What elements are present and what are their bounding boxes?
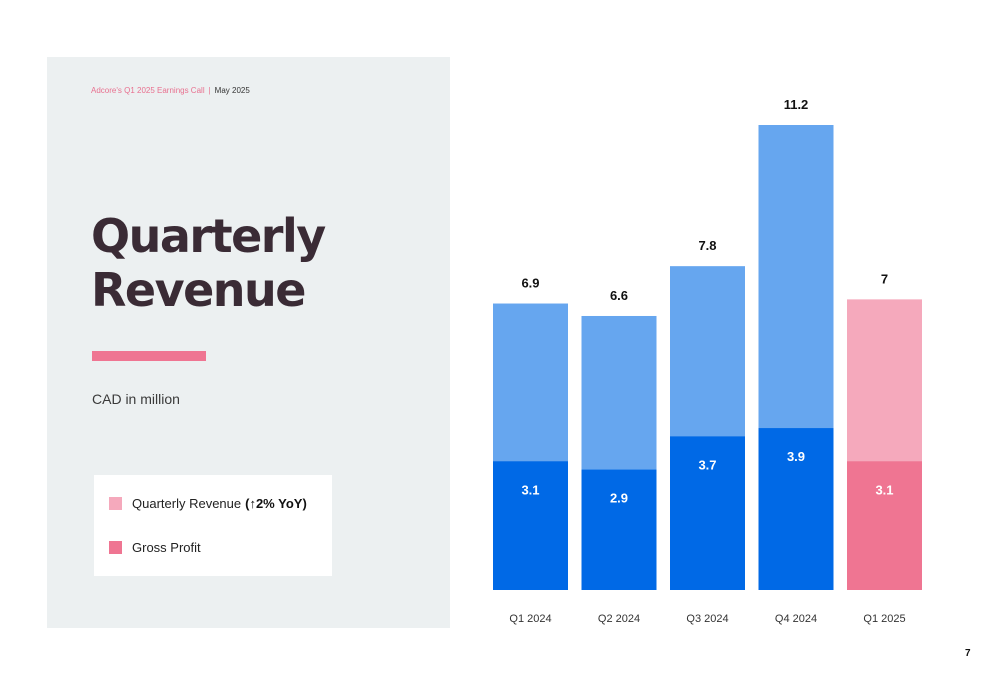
page-number: 7 [965, 648, 971, 659]
header-line: Adcore's Q1 2025 Earnings Call | May 2025 [91, 86, 250, 95]
page-title: Quarterly Revenue [91, 209, 326, 317]
revenue-bar-chart: 6.9 3.1 Q1 2024 6.6 2.9 Q2 2024 7.8 3.7 Q3 2024 1… [493, 97, 922, 625]
revenue-data-label-q4-2024: 11.2 [784, 97, 809, 112]
gross-profit-bar-q3-2024 [670, 436, 745, 590]
legend-swatch-quarterly-revenue [109, 496, 122, 510]
gross-profit-data-label-q4-2024: 3.9 [787, 449, 805, 464]
gross-profit-data-label-q1-2024: 3.1 [521, 482, 539, 497]
header-separator: | [208, 86, 211, 95]
legend-yoy-note: (↑2% YoY) [245, 495, 307, 511]
page-title-line-1: Quarterly [91, 209, 326, 263]
header-event: Adcore's Q1 2025 Earnings Call [91, 86, 205, 95]
x-tick-label-q1-2024: Q1 2024 [509, 613, 551, 625]
gross-profit-data-label-q1-2025: 3.1 [875, 482, 893, 497]
x-tick-label-q1-2025: Q1 2025 [863, 613, 905, 625]
units-subtitle: CAD in million [92, 391, 180, 407]
gross-profit-data-label-q2-2024: 2.9 [610, 491, 628, 506]
legend-label-quarterly-revenue: Quarterly Revenue [132, 495, 242, 511]
revenue-data-label-q1-2024: 6.9 [521, 276, 539, 291]
gross-profit-bar-q4-2024 [758, 428, 834, 590]
gross-profit-bar-q1-2024 [493, 461, 568, 590]
revenue-data-label-q2-2024: 6.6 [610, 288, 628, 303]
gross-profit-bar-q1-2025 [847, 461, 922, 590]
revenue-data-label-q3-2024: 7.8 [698, 238, 716, 253]
legend-item-gross-profit: Gross Profit [109, 538, 201, 556]
accent-bar [92, 351, 206, 361]
legend-label-gross-profit: Gross Profit [132, 539, 201, 555]
legend-item-quarterly-revenue: Quarterly Revenue (↑2% YoY) [109, 494, 307, 512]
page-title-line-2: Revenue [91, 263, 306, 317]
chart-legend: Quarterly Revenue (↑2% YoY) Gross Profit [94, 475, 332, 576]
gross-profit-data-label-q3-2024: 3.7 [698, 457, 716, 472]
x-tick-label-q2-2024: Q2 2024 [598, 613, 640, 625]
legend-swatch-gross-profit [109, 540, 122, 554]
header-date: May 2025 [214, 86, 250, 95]
x-tick-label-q4-2024: Q4 2024 [775, 613, 817, 625]
left-panel: Adcore's Q1 2025 Earnings Call | May 2025 … [47, 57, 450, 628]
x-tick-label-q3-2024: Q3 2024 [686, 613, 728, 625]
gross-profit-bar-q2-2024 [581, 469, 657, 590]
revenue-data-label-q1-2025: 7 [881, 271, 888, 286]
